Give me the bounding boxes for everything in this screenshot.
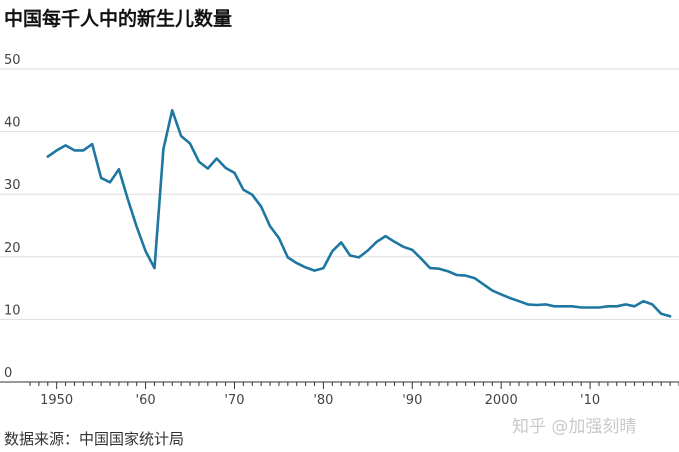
x-tick-label: '90: [402, 393, 422, 408]
y-tick-label: 30: [4, 178, 21, 193]
x-tick-label: '80: [313, 393, 333, 408]
watermark: 知乎 @加强刻晴: [512, 417, 637, 437]
x-tick-label: '70: [224, 393, 244, 408]
y-tick-label: 50: [4, 53, 21, 68]
y-tick-label: 0: [4, 366, 12, 381]
chart-title: 中国每千人中的新生儿数量: [4, 8, 233, 30]
x-tick-label: 1950: [40, 393, 73, 408]
x-axis: 1950 '60 '70 '80 '90 2000 '10: [0, 381, 679, 408]
y-tick-label: 20: [4, 241, 21, 256]
source-note: 数据来源：中国国家统计局: [4, 430, 185, 448]
x-tick-label: 2000: [485, 393, 518, 408]
x-tick-label: '60: [136, 393, 156, 408]
y-axis-ticks: 0 10 20 30 40 50: [4, 53, 21, 381]
y-tick-label: 10: [4, 303, 21, 318]
y-tick-label: 40: [4, 116, 21, 131]
grid-lines: [0, 68, 679, 320]
series-layer: [46, 109, 672, 318]
series-line-0: [46, 109, 672, 318]
x-tick-label: '10: [580, 393, 600, 408]
